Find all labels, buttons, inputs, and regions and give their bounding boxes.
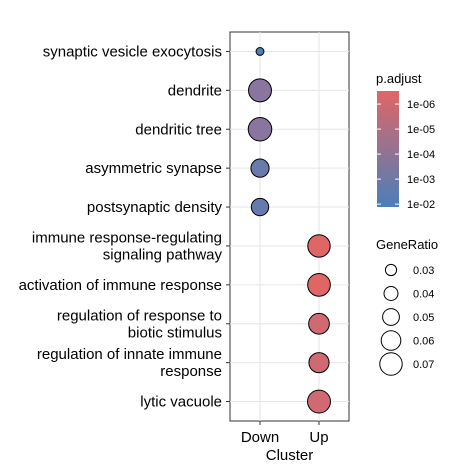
size-legend-items: 0.03 0.04 0.05 0.06 0.07 xyxy=(379,263,434,376)
y-tick-label: biotic stimulus xyxy=(128,324,222,341)
size-legend-key xyxy=(384,263,398,277)
data-point xyxy=(308,352,330,374)
data-point xyxy=(307,389,331,414)
y-axis-tick-labels: synaptic vesicle exocytosis dendrite dendr… xyxy=(19,44,230,411)
color-legend-label: 1e-03 xyxy=(407,174,435,186)
y-tick-label: lytic vacuole xyxy=(140,394,222,411)
y-tick-label: postsynaptic density xyxy=(87,199,223,216)
x-axis-label: Cluster xyxy=(266,447,314,464)
y-tick-label: signaling pathway xyxy=(103,246,223,263)
size-legend-key xyxy=(383,286,399,301)
size-legend-label: 0.03 xyxy=(413,265,434,277)
y-tick-label: immune response-regulating xyxy=(32,229,222,246)
data-point xyxy=(307,234,331,258)
size-legend-key xyxy=(380,330,402,351)
data-point xyxy=(307,273,331,297)
size-legend-label: 0.07 xyxy=(413,359,434,371)
x-tick-label: Down xyxy=(241,429,279,446)
data-point xyxy=(308,312,330,335)
size-legend-title: GeneRatio xyxy=(376,237,438,252)
color-legend-label: 1e-06 xyxy=(407,99,435,111)
color-legend-title: p.adjust xyxy=(376,71,422,86)
x-tick-label: Up xyxy=(309,429,328,446)
data-point xyxy=(250,158,270,178)
data-points xyxy=(247,47,331,414)
plot-panel xyxy=(229,31,350,422)
y-tick-label: response xyxy=(160,363,222,380)
color-legend-ticks: 1e-06 1e-05 1e-04 1e-03 1e-02 xyxy=(377,99,435,211)
color-legend-label: 1e-04 xyxy=(407,149,435,161)
size-legend-label: 0.06 xyxy=(413,336,434,348)
y-tick-label: regulation of response to xyxy=(57,307,222,324)
data-point xyxy=(248,78,272,103)
y-tick-label: asymmetric synapse xyxy=(85,160,222,177)
y-tick-label: activation of immune response xyxy=(19,277,222,294)
y-tick-label: synaptic vesicle exocytosis xyxy=(43,44,222,61)
size-legend-key xyxy=(382,308,400,326)
size-legend-label: 0.05 xyxy=(413,312,434,324)
x-axis-tick-labels: Down Up xyxy=(241,421,329,446)
color-legend-label: 1e-02 xyxy=(407,199,435,211)
data-point xyxy=(247,116,273,142)
data-point xyxy=(250,197,270,217)
y-tick-label: regulation of innate immune xyxy=(37,346,222,363)
color-legend-label: 1e-05 xyxy=(407,124,435,136)
size-legend-key xyxy=(379,352,403,376)
y-tick-label: dendritic tree xyxy=(135,121,222,138)
size-legend-label: 0.04 xyxy=(413,289,434,301)
data-point xyxy=(255,47,265,56)
y-tick-label: dendrite xyxy=(168,82,222,99)
color-legend-bar xyxy=(377,91,399,207)
